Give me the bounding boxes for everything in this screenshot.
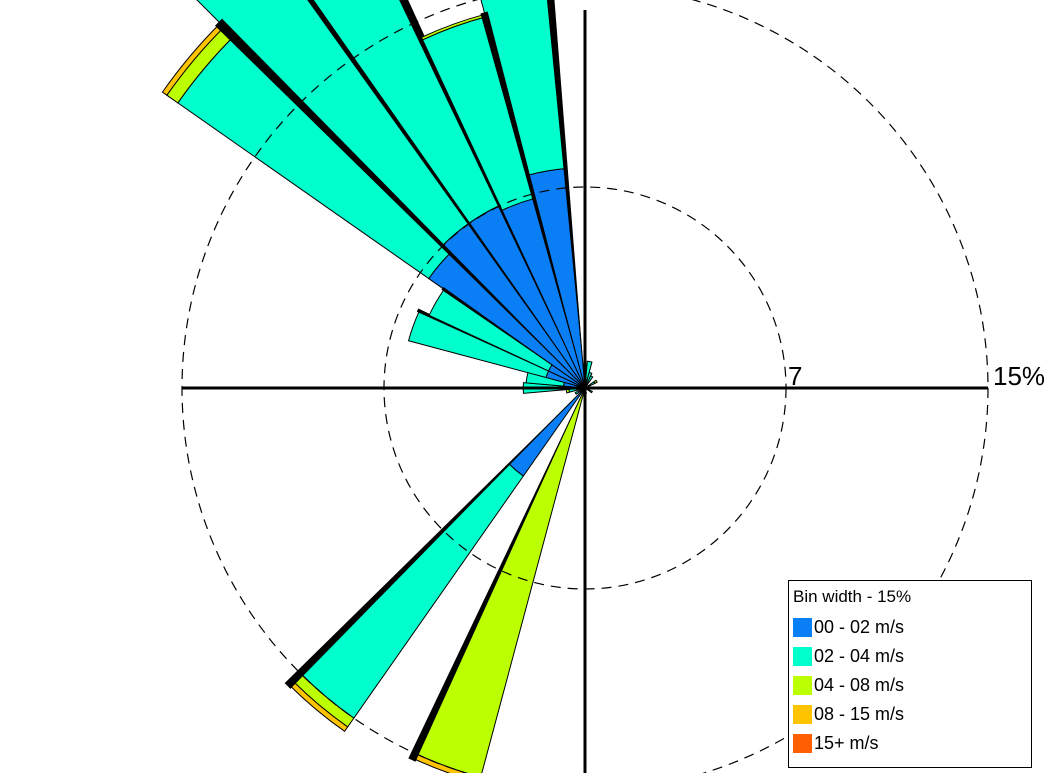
legend-title: Bin width - 15% — [793, 587, 912, 606]
wedge-310-edge — [215, 18, 585, 389]
wedge-120-bin-1 — [586, 388, 593, 394]
wedge-200-edge — [408, 388, 585, 762]
legend-swatch — [793, 676, 812, 695]
legend-item: 15+ m/s — [793, 729, 1027, 758]
legend-label: 08 - 15 m/s — [814, 704, 905, 724]
wedge-280-bin-1 — [525, 372, 565, 387]
legend-item: 04 - 08 m/s — [793, 671, 1027, 700]
wedge-60-bin-2 — [593, 379, 598, 385]
legend-swatch — [793, 734, 812, 753]
wedge-layer — [161, 0, 598, 773]
legend-item: 08 - 15 m/s — [793, 700, 1027, 729]
legend: Bin width - 15% 00 - 02 m/s 02 - 04 m/s … — [788, 580, 1032, 768]
wedge-330-edge — [399, 0, 585, 388]
legend-swatch — [793, 618, 812, 637]
wedge-240-bin-1 — [574, 389, 582, 395]
wedge-340-edge — [480, 11, 585, 388]
legend-swatch — [793, 705, 812, 724]
wedge-320-edge — [307, 0, 585, 388]
legend-swatch — [793, 647, 812, 666]
ring-label-outer: 15% — [993, 361, 1045, 391]
legend-label: 02 - 04 m/s — [814, 646, 905, 666]
wedge-350-edge — [546, 0, 585, 388]
wedge-300-edge — [441, 286, 585, 388]
wedge-220-edge — [284, 388, 585, 689]
legend-label: 00 - 02 m/s — [814, 617, 905, 637]
legend-label: 15+ m/s — [814, 733, 879, 753]
wedge-260-bin-2 — [565, 388, 571, 394]
legend-label: 04 - 08 m/s — [814, 675, 905, 695]
ring-label-inner: 7 — [788, 361, 802, 391]
legend-item: 02 - 04 m/s — [793, 642, 1027, 671]
legend-item: 00 - 02 m/s — [793, 613, 1027, 642]
